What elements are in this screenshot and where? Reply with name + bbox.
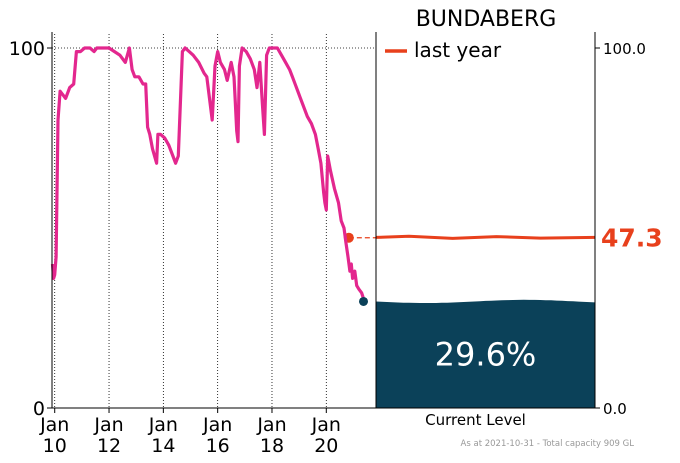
last-year-value: 47.3 — [601, 224, 663, 253]
y-right-tick-100: 100.0 — [603, 40, 646, 58]
y-right-tick-0: 0.0 — [603, 400, 627, 418]
current-level-fill — [376, 299, 595, 408]
current-level-percent: 29.6% — [435, 336, 537, 374]
x-tick-month-4: Jan — [256, 414, 286, 436]
footnote: As at 2021-10-31 - Total capacity 909 GL — [461, 439, 635, 449]
x-tick-month-0: Jan — [39, 414, 69, 436]
x-tick-month-5: Jan — [311, 414, 341, 436]
x-tick-year-3: 16 — [206, 435, 230, 457]
legend-label: last year — [414, 38, 502, 62]
current-level-marker — [359, 296, 369, 306]
last-year-line — [375, 234, 596, 240]
y-left-tick-0: 0 — [33, 398, 45, 420]
x-tick-year-2: 14 — [151, 435, 175, 457]
x-tick-month-1: Jan — [93, 414, 123, 436]
x-tick-year-4: 18 — [260, 435, 284, 457]
x-tick-year-1: 12 — [97, 435, 121, 457]
x-tick-year-0: 10 — [43, 435, 67, 457]
history-line — [50, 46, 366, 300]
x-tick-year-5: 20 — [314, 435, 338, 457]
y-left-tick-100: 100 — [9, 38, 45, 60]
current-level-caption: Current Level — [425, 411, 526, 429]
x-tick-month-2: Jan — [148, 414, 178, 436]
axes-frame — [47, 32, 600, 409]
current-level-panel: 29.6% Current Level — [376, 299, 595, 429]
chart-title: BUNDABERG — [416, 7, 557, 32]
x-tick-month-3: Jan — [202, 414, 232, 436]
